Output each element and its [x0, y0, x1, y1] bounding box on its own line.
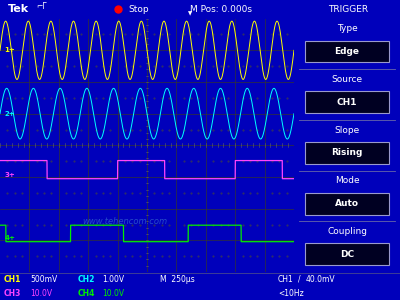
FancyBboxPatch shape — [305, 142, 389, 164]
Text: 1+: 1+ — [4, 47, 15, 53]
Text: 40.0mV: 40.0mV — [306, 274, 336, 284]
Text: 10.0V: 10.0V — [30, 289, 52, 298]
Text: 10.0V: 10.0V — [102, 289, 124, 298]
Text: M  250μs: M 250μs — [160, 274, 195, 284]
Text: Coupling: Coupling — [327, 227, 367, 236]
Text: CH1: CH1 — [4, 274, 21, 284]
FancyBboxPatch shape — [305, 193, 389, 214]
Text: 4+: 4+ — [4, 235, 15, 241]
Text: Mode: Mode — [335, 176, 359, 185]
Text: ▼: ▼ — [188, 11, 192, 16]
Text: M Pos: 0.000s: M Pos: 0.000s — [190, 5, 252, 14]
Text: www.tehencom.com: www.tehencom.com — [82, 217, 168, 226]
Text: CH4: CH4 — [78, 289, 95, 298]
Text: 3+: 3+ — [4, 172, 15, 178]
Text: 500mV: 500mV — [30, 274, 57, 284]
Text: <10Hz: <10Hz — [278, 289, 304, 298]
Text: CH3: CH3 — [4, 289, 21, 298]
Text: ⌐Γ: ⌐Γ — [36, 2, 47, 11]
Text: Slope: Slope — [334, 126, 360, 135]
Text: Auto: Auto — [335, 199, 359, 208]
Text: CH2: CH2 — [78, 274, 95, 284]
Text: Rising: Rising — [331, 148, 363, 158]
Text: TRIGGER: TRIGGER — [328, 5, 368, 14]
Text: Tek: Tek — [8, 4, 29, 14]
FancyBboxPatch shape — [305, 41, 389, 62]
Text: Stop: Stop — [128, 5, 149, 14]
Text: 1.00V: 1.00V — [102, 274, 124, 284]
FancyBboxPatch shape — [305, 92, 389, 113]
Text: /: / — [298, 274, 301, 284]
Text: CH1: CH1 — [337, 98, 357, 107]
Text: Edge: Edge — [334, 47, 360, 56]
Text: DC: DC — [340, 250, 354, 259]
FancyBboxPatch shape — [305, 244, 389, 265]
Text: CH1: CH1 — [278, 274, 294, 284]
Text: Source: Source — [332, 75, 362, 84]
Text: Type: Type — [337, 24, 357, 33]
Text: 2+: 2+ — [4, 111, 15, 117]
